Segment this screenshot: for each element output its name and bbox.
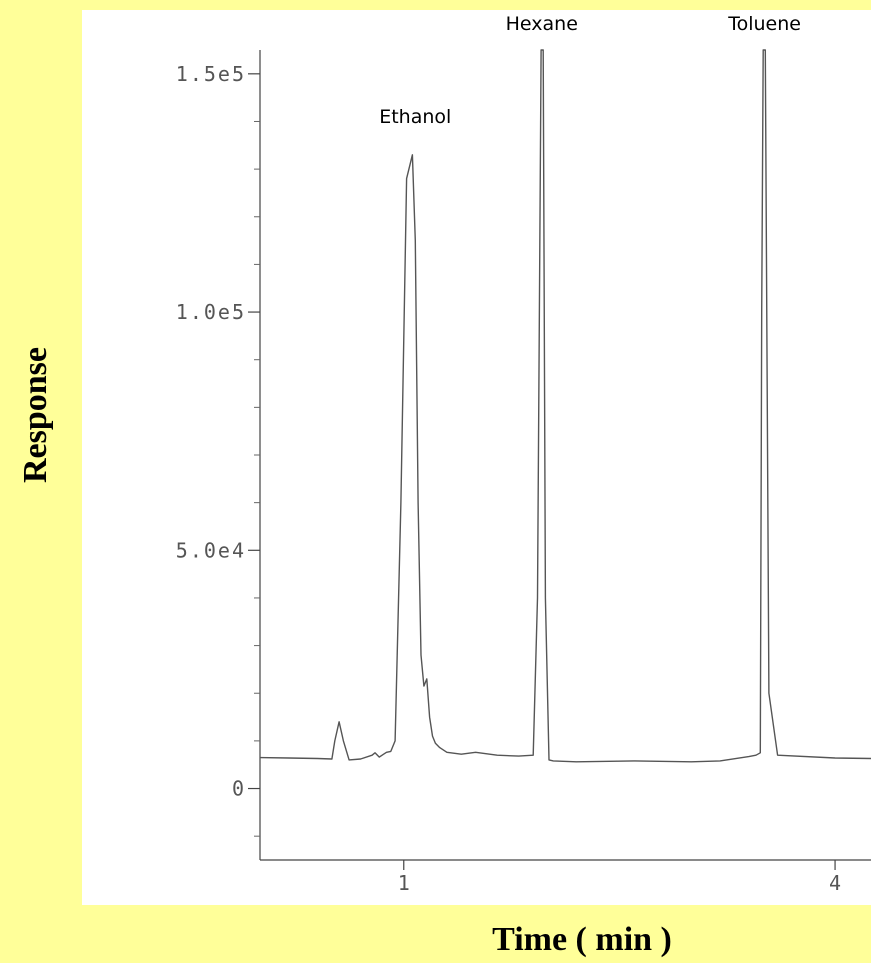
peak-label: Toluene bbox=[727, 13, 801, 35]
y-tick-label: 5.0e4 bbox=[176, 538, 246, 562]
peak-label: Hexane bbox=[506, 13, 578, 35]
chromatogram-paper: 0 5.0e4 1.0e5 1.5e5 1 4 Ethanol Hexane Toluene bbox=[82, 10, 871, 905]
peak-label: Ethanol bbox=[379, 106, 451, 128]
x-axis-label: Time ( min ) bbox=[492, 921, 672, 958]
x-tick-label: 4 bbox=[829, 871, 841, 895]
y-tick-label: 1.5e5 bbox=[176, 62, 246, 86]
y-tick-label: 1.0e5 bbox=[176, 300, 246, 324]
chromatogram-trace bbox=[259, 49, 871, 763]
y-tick-label: 0 bbox=[232, 777, 246, 801]
x-tick-label: 1 bbox=[398, 871, 410, 895]
y-axis-label: Response bbox=[17, 346, 54, 484]
chromatogram-plot: 0 5.0e4 1.0e5 1.5e5 1 4 Ethanol Hexane Toluene bbox=[176, 13, 871, 895]
